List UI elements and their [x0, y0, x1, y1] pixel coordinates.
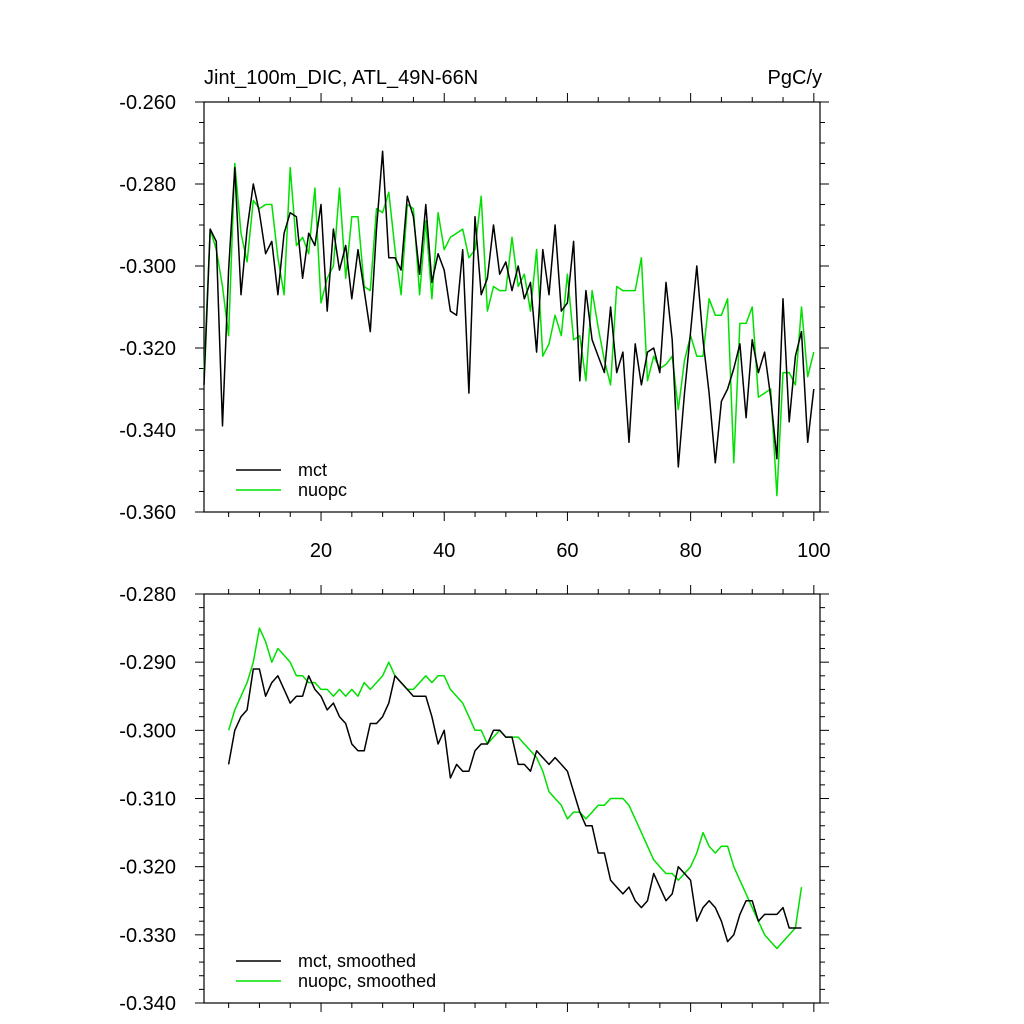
top-chart-title: Jint_100m_DIC, ATL_49N-66N	[204, 67, 478, 89]
top-series-mct	[203, 150, 815, 468]
bottom-series-nuopc-smoothed	[227, 627, 803, 950]
top-y-tick-label: -0.300	[119, 256, 176, 278]
top-x-tick-label: 100	[797, 540, 830, 562]
bottom-panel: -0.280 -0.290 -0.300 -0.310 -0.320 -0.330 -0.3…	[119, 584, 829, 1015]
bottom-series-mct-smoothed	[227, 668, 802, 943]
top-series-nuopc	[203, 162, 815, 497]
top-y-tick-label: -0.280	[119, 174, 176, 196]
bottom-y-tick-label: -0.280	[119, 584, 176, 606]
bottom-legend-label-mct-smoothed: mct, smoothed	[298, 951, 416, 971]
top-chart-unit-label: PgC/y	[768, 67, 822, 89]
bottom-y-tick-label: -0.290	[119, 652, 176, 674]
top-x-tick-label: 40	[433, 540, 455, 562]
top-y-tick-label: -0.320	[119, 338, 176, 360]
top-y-tick-label: -0.260	[119, 92, 176, 114]
bottom-y-tick-label: -0.330	[119, 925, 176, 947]
top-x-tick-label: 20	[310, 540, 332, 562]
top-x-tick-label: 80	[680, 540, 702, 562]
top-y-tick-label: -0.360	[119, 502, 176, 524]
bottom-y-tick-label: -0.300	[119, 720, 176, 742]
top-x-tick-label: 60	[556, 540, 578, 562]
top-legend-label-mct: mct	[298, 460, 327, 480]
bottom-y-tick-label: -0.340	[119, 993, 176, 1015]
top-y-tick-label: -0.340	[119, 420, 176, 442]
bottom-y-tick-label: -0.320	[119, 857, 176, 879]
top-legend-label-nuopc: nuopc	[298, 480, 347, 500]
bottom-legend-label-nuopc-smoothed: nuopc, smoothed	[298, 971, 436, 991]
top-panel: Jint_100m_DIC, ATL_49N-66N PgC/y -0.260 -…	[119, 67, 830, 562]
bottom-y-tick-label: -0.310	[119, 789, 176, 811]
